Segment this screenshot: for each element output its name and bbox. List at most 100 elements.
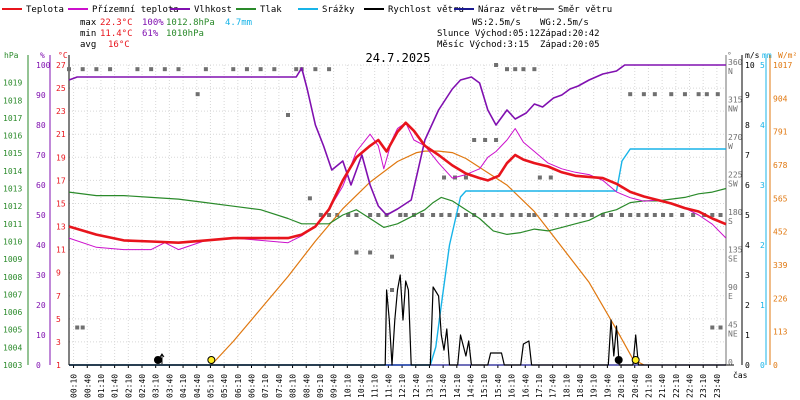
- tick-pressure: 1014: [3, 167, 22, 176]
- x-tick-label: 23:40: [713, 374, 722, 398]
- tick-wind: 9: [745, 91, 750, 100]
- x-tick-label: 07:10: [261, 374, 270, 398]
- x-tick-label: 19:40: [603, 374, 612, 398]
- x-tick-label: 18:40: [576, 374, 585, 398]
- tick-wind: 10: [745, 61, 755, 70]
- legend-item-smer-vetru: Směr větru: [534, 5, 612, 15]
- x-tick-label: 21:40: [658, 374, 667, 398]
- x-tick-label: 16:40: [521, 374, 530, 398]
- x-tick-label: 13:40: [439, 374, 448, 398]
- wind-direction-point: [94, 67, 99, 72]
- tick-radiation: 339: [773, 261, 788, 270]
- wind-direction-point: [718, 325, 723, 330]
- tick-pressure: 1018: [3, 96, 22, 105]
- x-tick-label: 17:10: [535, 374, 544, 398]
- x-axis-label: čas: [733, 370, 748, 380]
- wind-direction-point: [543, 213, 548, 217]
- tick-humidity: 80: [36, 121, 46, 130]
- tick-rain: 5: [760, 61, 765, 70]
- wind-direction-point: [691, 213, 696, 217]
- wind-direction-point: [398, 213, 403, 217]
- wind-direction-point: [636, 213, 641, 217]
- unit-mm: mm: [762, 51, 772, 60]
- wind-direction-point: [652, 213, 657, 217]
- legend-label: Směr větru: [558, 5, 612, 15]
- x-tick-label: 04:10: [179, 374, 188, 398]
- wind-direction-point: [463, 175, 468, 180]
- tick-rain: 2: [760, 241, 765, 250]
- wind-direction-point: [80, 325, 85, 330]
- tick-temperature: 1: [56, 361, 61, 370]
- wind-direction-point: [718, 213, 723, 217]
- tick-wind: 3: [745, 271, 750, 280]
- tick-direction-name: NW: [728, 105, 738, 114]
- x-tick-label: 05:40: [220, 374, 229, 398]
- x-tick-label: 22:40: [686, 374, 695, 398]
- wind-direction-point: [108, 67, 113, 72]
- x-tick-label: 02:10: [124, 374, 133, 398]
- wind-direction-point: [609, 213, 614, 217]
- wind-direction-point: [600, 213, 605, 217]
- wind-direction-point: [554, 213, 559, 217]
- x-tick-label: 08:40: [302, 374, 311, 398]
- tick-temperature: 15: [56, 199, 66, 208]
- tick-temperature: 13: [56, 223, 66, 232]
- tick-pressure: 1009: [3, 255, 22, 264]
- unit-ms: m/s: [745, 51, 760, 60]
- tick-pressure: 1011: [3, 220, 22, 229]
- wind-direction-point: [710, 213, 715, 217]
- x-tick-label: 06:10: [234, 374, 243, 398]
- x-tick-label: 09:10: [316, 374, 325, 398]
- legend-item-vlhkost: Vlhkost: [170, 5, 232, 15]
- legend-item-naraz-vetru: Náraz větru: [454, 5, 538, 15]
- wind-direction-point: [573, 213, 578, 217]
- tick-temperature: 7: [56, 292, 61, 301]
- wind-direction-point: [403, 213, 408, 217]
- x-tick-label: 08:10: [289, 374, 298, 398]
- wind-direction-point: [447, 213, 452, 217]
- tick-pressure: 1015: [3, 149, 22, 158]
- x-tick-label: 06:40: [248, 374, 257, 398]
- stat-min-temp: 11.4°C: [100, 29, 133, 39]
- tick-direction: 135: [728, 246, 743, 255]
- tick-wind: 5: [745, 211, 750, 220]
- x-tick-label: 19:10: [590, 374, 599, 398]
- tick-radiation: 904: [773, 94, 788, 103]
- wind-direction-point: [431, 213, 436, 217]
- x-tick-label: 21:10: [644, 374, 653, 398]
- tick-pressure: 1017: [3, 114, 22, 123]
- sun-rise-marker: [207, 356, 216, 364]
- x-tick-label: 11:10: [371, 374, 380, 398]
- wind-direction-point: [244, 67, 249, 72]
- wind-direction-point: [696, 92, 701, 97]
- stat-avg-label: avg: [80, 40, 96, 50]
- wind-direction-point: [628, 213, 633, 217]
- stat-max-pressure: 1012.8hPa: [166, 18, 215, 28]
- wind-direction-point: [532, 67, 537, 72]
- tick-rain: 3: [760, 181, 765, 190]
- tick-temperature: 5: [56, 315, 61, 324]
- tick-rain: 0: [760, 361, 765, 370]
- legend-item-rychlost-vetru: Rychlost větru: [364, 5, 464, 15]
- tick-pressure: 1003: [3, 361, 22, 370]
- wind-direction-point: [368, 250, 373, 255]
- legend-label: Srážky: [322, 5, 355, 15]
- tick-humidity: 20: [36, 301, 46, 310]
- tick-temperature: 19: [56, 153, 66, 162]
- tick-temperature: 27: [56, 61, 66, 70]
- wind-direction-point: [537, 175, 542, 180]
- wind-direction-point: [682, 92, 687, 97]
- tick-wind: 0: [745, 361, 750, 370]
- x-tick-label: 00:40: [83, 374, 92, 398]
- wind-direction-point: [390, 288, 395, 292]
- wind-direction-point: [661, 213, 666, 217]
- x-tick-label: 10:10: [343, 374, 352, 398]
- wind-direction-point: [669, 213, 674, 217]
- wind-direction-point: [439, 213, 444, 217]
- tick-direction-name: SW: [728, 180, 738, 189]
- moon-rise-arrow: [159, 353, 165, 364]
- axes: 1003100410051006100710081009101010111012…: [3, 55, 792, 398]
- tick-wind: 1: [745, 331, 750, 340]
- tick-direction: 315: [728, 96, 743, 105]
